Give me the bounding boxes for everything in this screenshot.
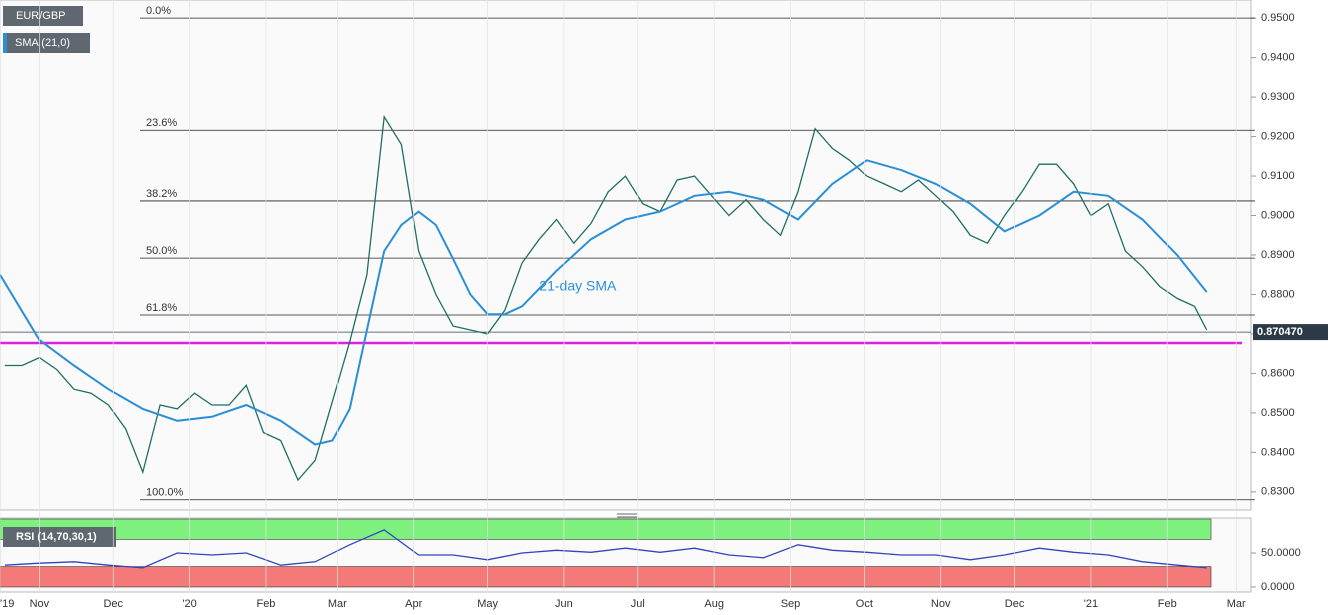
rsi-label-box: [3, 527, 116, 547]
x-tick-label: '21: [1084, 598, 1098, 610]
x-tick-label: '19: [0, 598, 14, 610]
legend-box: [3, 6, 83, 26]
x-tick-label: Apr: [405, 598, 422, 610]
fib-label: 100.0%: [146, 487, 184, 499]
y-tick-label: 0.8300: [1261, 486, 1295, 498]
y-tick-label: 0.9500: [1261, 12, 1295, 24]
x-tick-label: Oct: [856, 598, 873, 610]
x-tick-label: Mar: [328, 598, 347, 610]
last-price-label: 0.870470: [1257, 326, 1303, 338]
x-tick-label: Feb: [256, 598, 275, 610]
fib-label: 38.2%: [146, 188, 177, 200]
legend-label: SMA (21,0): [15, 37, 70, 49]
y-tick-label: 0.9000: [1261, 209, 1295, 221]
fib-label: 0.0%: [146, 5, 171, 17]
y-tick-label: 0.8900: [1261, 249, 1295, 261]
last-price-box: [1253, 324, 1328, 341]
y-tick-label: 0.9200: [1261, 130, 1295, 142]
fib-label: 61.8%: [146, 302, 177, 314]
y-tick-label: 0.8600: [1261, 367, 1295, 379]
x-tick-label: Mar: [1227, 598, 1246, 610]
x-tick-label: May: [477, 598, 498, 610]
x-tick-label: Jul: [631, 598, 645, 610]
y-tick-label: 0.8500: [1261, 407, 1295, 419]
fib-label: 50.0%: [146, 245, 177, 257]
legend-swatch: [3, 33, 7, 53]
x-tick-label: Nov: [931, 598, 951, 610]
y-tick-label: 50.0000: [1261, 547, 1301, 559]
y-tick-label: 0.9100: [1261, 170, 1295, 182]
y-tick-label: 0.9400: [1261, 52, 1295, 64]
legend-box: [3, 33, 90, 53]
y-tick-label: 0.8400: [1261, 446, 1295, 458]
series-line: [4, 114, 1208, 482]
oversold-zone: [0, 566, 1212, 588]
x-tick-label: Dec: [1005, 598, 1025, 610]
sma-annotation: 21-day SMA: [539, 277, 617, 293]
price-panel: [0, 0, 1252, 511]
legend-title: EUR/GBP: [16, 10, 66, 22]
x-tick-label: Feb: [1158, 598, 1177, 610]
rsi-title: RSI (14,70,30,1): [16, 531, 97, 543]
x-tick-label: Nov: [30, 598, 50, 610]
x-tick-label: Sep: [781, 598, 801, 610]
x-tick-label: Dec: [103, 598, 123, 610]
x-tick-label: '20: [182, 598, 196, 610]
fib-label: 23.6%: [146, 117, 177, 129]
series-line: [0, 159, 1208, 446]
x-tick-label: Aug: [704, 598, 724, 610]
y-tick-label: 0.9300: [1261, 91, 1295, 103]
y-tick-label: 0.0000: [1261, 581, 1295, 593]
x-tick-label: Jun: [555, 598, 573, 610]
series-line: [4, 529, 1207, 569]
y-tick-label: 0.8800: [1261, 288, 1295, 300]
overbought-zone: [0, 518, 1212, 540]
